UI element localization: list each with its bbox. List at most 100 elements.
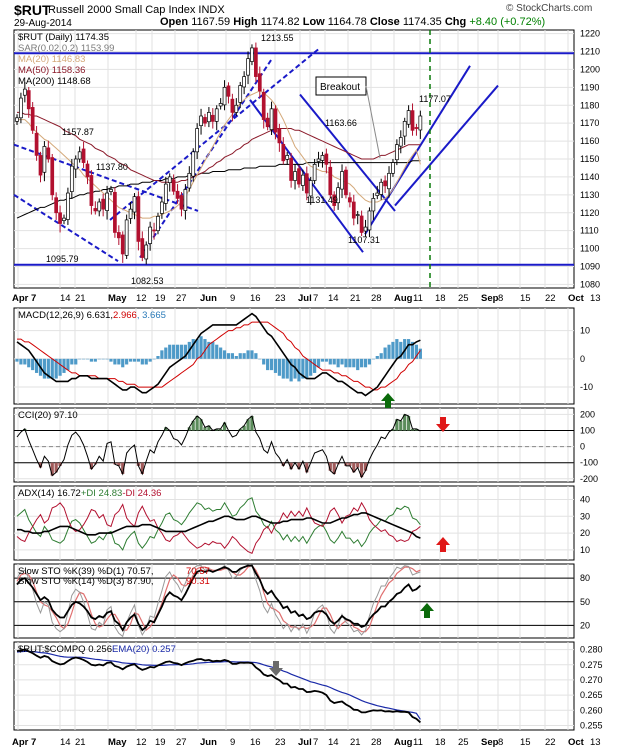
x-tick-label: 9 (230, 293, 235, 304)
macd-line (16, 312, 421, 397)
adx-line (17, 512, 421, 539)
y-tick-label: 100 (580, 426, 595, 436)
x-tick-label: 19 (155, 737, 166, 748)
panel-1-frame (13, 307, 575, 405)
macd-histogram-bar (105, 358, 109, 360)
x-tick-label: 22 (545, 293, 556, 304)
x-tick-label: 12 (136, 737, 147, 748)
cci-oversold-fill (363, 462, 368, 471)
macd-histogram-bar (136, 358, 140, 362)
macd-histogram-bar (191, 339, 195, 359)
macd-histogram-bar (344, 358, 348, 368)
macd-histogram-bar (203, 339, 207, 359)
x-tick-label: 23 (275, 293, 286, 304)
x-tick-label: 21 (350, 737, 361, 748)
macd-histogram-bar (54, 358, 58, 379)
legend-entry: 2.966 (113, 310, 137, 321)
x-tick-label: May (108, 293, 127, 304)
x-tick-label: May (108, 737, 127, 748)
candle-body (113, 191, 117, 233)
candle-body (42, 146, 47, 173)
price-annotation: 1082.53 (131, 276, 164, 286)
y-tick-label: 0.255 (580, 720, 603, 730)
candle-body (348, 197, 352, 203)
macd-histogram-bar (132, 358, 137, 362)
candle-body (89, 175, 94, 206)
x-tick-label: 7 (313, 293, 318, 304)
macd-histogram-bar (387, 344, 391, 359)
macd-histogram-bar (262, 358, 266, 365)
macd-histogram-bar (23, 358, 27, 365)
candle-body (144, 244, 149, 260)
y-tick-label: -100 (580, 458, 598, 468)
candle-body (234, 104, 239, 113)
x-tick-label: 27 (176, 293, 187, 304)
candle-body (148, 226, 152, 244)
candle-body (297, 168, 301, 185)
candle-body (320, 155, 325, 161)
x-tick-label: 25 (458, 293, 469, 304)
price-annotation: 1157.87 (62, 127, 94, 137)
chg-label: Chg (444, 16, 467, 28)
x-tick-label: 28 (371, 737, 382, 748)
close-value: 1174.35 (402, 16, 442, 28)
macd-histogram-bar (403, 339, 407, 359)
x-tick-label: Aug (394, 737, 413, 748)
candle-body (191, 151, 196, 177)
cci-line (16, 413, 421, 479)
y-tick-label: 10 (580, 326, 590, 336)
macd-histogram-bar (179, 344, 184, 359)
y-tick-label: 0.275 (580, 660, 603, 670)
legend-entry: , 3.665 (137, 310, 166, 321)
legend-entry: 70.57 (186, 566, 210, 577)
candle-body (81, 148, 86, 163)
macd-histogram-bar (352, 358, 356, 368)
candle-body (324, 153, 329, 165)
candle-body (398, 137, 403, 147)
macd-histogram-bar (85, 358, 90, 360)
y-tick-label: 1190 (580, 82, 599, 92)
cci-overbought-fill (414, 428, 419, 431)
candle-body (101, 198, 106, 210)
x-tick-label: 16 (250, 293, 261, 304)
x-tick-label: 27 (176, 737, 187, 748)
y-tick-label: 1120 (580, 208, 599, 218)
macd-histogram-bar (156, 356, 160, 359)
y-tick-label: 1140 (580, 172, 599, 182)
macd-histogram-bar (89, 358, 94, 362)
legend-entry: ADX(14) 16.72 (18, 488, 81, 499)
macd-histogram-bar (269, 358, 274, 371)
candle-body (379, 181, 384, 195)
candle-body (402, 121, 407, 137)
candle-body (160, 201, 164, 214)
macd-histogram-bar (128, 358, 133, 362)
x-tick-label: 14 (328, 737, 339, 748)
cci-oversold-fill (140, 462, 144, 474)
macd-histogram-bar (62, 358, 66, 373)
x-tick-label: Oct (568, 737, 585, 748)
macd-histogram-bar (172, 344, 176, 359)
quote-date: 29-Aug-2014 (14, 18, 72, 29)
x-tick-label: 7 (313, 737, 318, 748)
cci-overbought-fill (242, 425, 246, 431)
legend-entry: MA(200) 1148.68 (18, 76, 91, 87)
macd-histogram-bar (215, 344, 219, 359)
macd-histogram-bar (348, 358, 352, 368)
macd-histogram-bar (50, 358, 54, 379)
macd-histogram-bar (121, 358, 125, 368)
candle-body (351, 201, 356, 219)
legend-entry: +DI 24.83 (81, 488, 122, 499)
candle-body (179, 195, 184, 210)
candle-body (210, 114, 215, 122)
brand-watermark: © StockCharts.com (506, 3, 593, 14)
legend-entry: CCI(20) 97.10 (18, 410, 78, 421)
macd-histogram-bar (238, 353, 242, 359)
plus-di-line (16, 497, 421, 551)
y-tick-label: 0 (580, 354, 585, 364)
y-tick-label: 1090 (580, 262, 600, 272)
x-tick-label: Apr 7 (12, 737, 36, 748)
macd-histogram-bar (332, 358, 336, 365)
ma20-line (17, 90, 421, 219)
candle-body (308, 180, 313, 197)
x-tick-label: 14 (60, 293, 71, 304)
